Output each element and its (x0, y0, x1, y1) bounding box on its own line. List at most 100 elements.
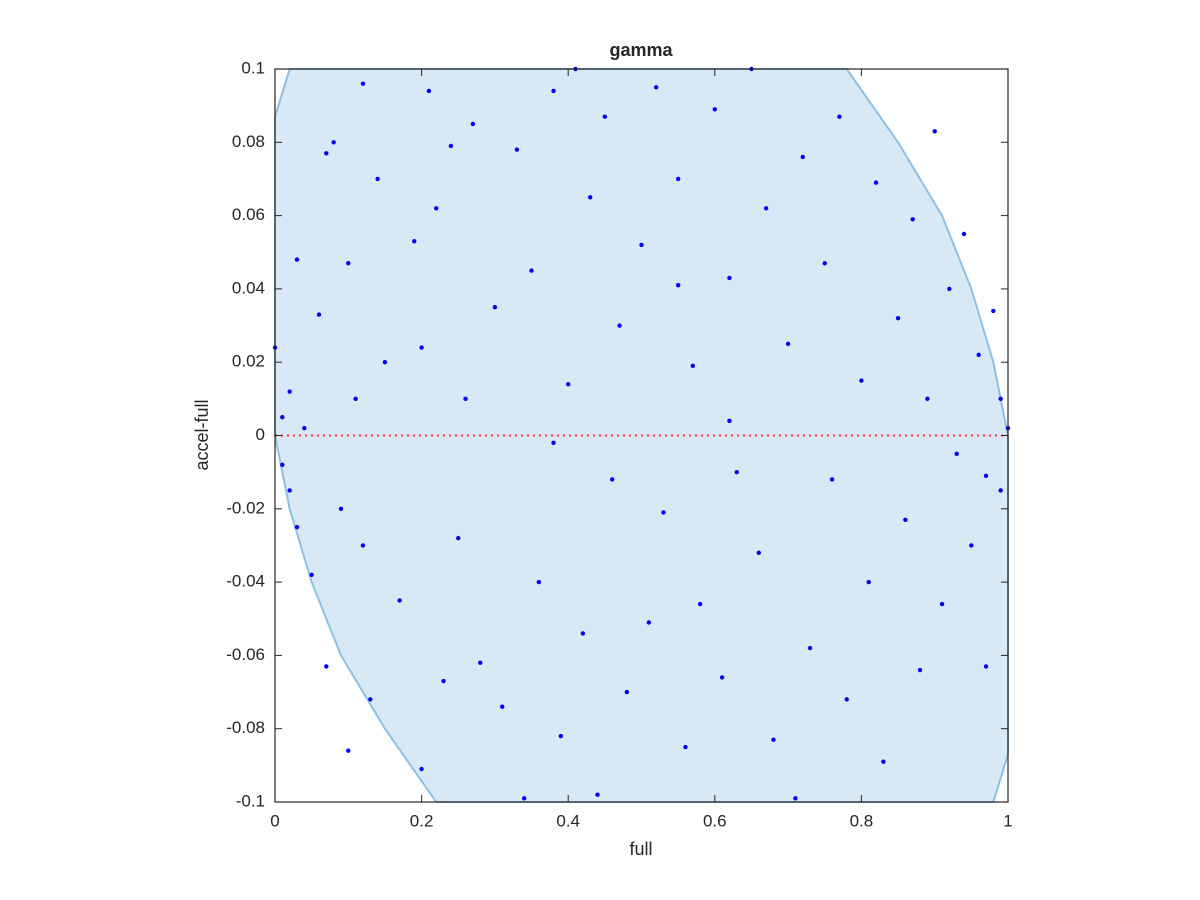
x-tick-label: 0 (270, 811, 279, 830)
point (800, 154, 805, 160)
point (587, 195, 593, 200)
point (360, 81, 366, 86)
point (866, 579, 871, 585)
point (837, 114, 842, 119)
point (441, 678, 446, 684)
point (639, 242, 644, 248)
point (961, 231, 967, 237)
chart-title: gamma (609, 40, 673, 60)
point (653, 85, 659, 90)
point (551, 440, 556, 446)
point (331, 140, 336, 145)
point (309, 572, 314, 577)
point (895, 316, 901, 321)
point (873, 180, 879, 185)
x-tick-label: 0.4 (556, 811, 580, 830)
point (675, 283, 681, 288)
point (954, 451, 959, 457)
y-tick-label: 0.06 (232, 205, 265, 224)
axes-box (274, 68, 1009, 803)
point (287, 488, 292, 493)
y-tick-label: 0.1 (241, 58, 265, 77)
point (785, 341, 791, 347)
point (324, 664, 329, 669)
x-axis-label: full (629, 839, 652, 859)
y-tick-label: 0.04 (232, 278, 265, 297)
point (426, 88, 432, 94)
point (624, 689, 630, 695)
point (529, 268, 534, 273)
point (903, 517, 908, 522)
point (434, 206, 439, 211)
y-tick-label: -0.02 (226, 498, 265, 517)
point (302, 425, 307, 431)
point (661, 510, 666, 515)
point (316, 312, 322, 317)
point (617, 323, 622, 328)
point (500, 704, 505, 709)
point (822, 261, 827, 266)
point (697, 601, 703, 607)
x-tick-label: 0.6 (703, 811, 727, 830)
y-axis-label: accel-full (192, 399, 212, 470)
point (859, 378, 864, 383)
x-tick-label: 0.8 (850, 811, 874, 830)
point (917, 667, 923, 673)
point (551, 88, 556, 94)
point (947, 286, 952, 292)
point (763, 206, 769, 211)
y-tick-label: -0.04 (226, 572, 265, 591)
y-tick-label: 0.08 (232, 132, 265, 151)
point (448, 143, 454, 149)
point (609, 477, 615, 482)
point (646, 620, 652, 625)
point (280, 414, 285, 420)
point (514, 147, 520, 152)
point (969, 543, 974, 548)
point (294, 524, 300, 530)
point (470, 121, 476, 127)
point (807, 645, 813, 651)
point (998, 488, 1003, 493)
y-tick-label: -0.1 (236, 791, 265, 810)
point (478, 660, 483, 665)
point (998, 396, 1003, 402)
point (492, 305, 498, 310)
point (368, 697, 373, 702)
point (595, 792, 600, 797)
point (294, 257, 300, 262)
point (932, 129, 937, 134)
point (397, 598, 402, 603)
point (412, 239, 417, 244)
point (983, 473, 989, 479)
point (346, 748, 351, 753)
point (829, 477, 835, 482)
point (346, 261, 351, 266)
point (353, 396, 358, 402)
y-tick-label: -0.06 (226, 645, 265, 664)
x-tick-label: 1 (1003, 811, 1012, 830)
point (566, 381, 571, 387)
point (580, 631, 586, 636)
point (558, 733, 564, 739)
point (844, 697, 849, 702)
point (734, 469, 739, 475)
y-tick-label: 0 (256, 425, 265, 444)
point (287, 389, 292, 394)
point (419, 345, 424, 350)
point (280, 462, 285, 468)
point (419, 766, 424, 772)
point (675, 176, 681, 182)
point (536, 579, 542, 585)
point (683, 744, 688, 750)
point (910, 217, 915, 222)
point (983, 664, 989, 669)
y-tick-label: -0.08 (226, 718, 265, 737)
x-tick-label: 0.2 (410, 811, 434, 830)
point (727, 275, 732, 281)
point (771, 737, 776, 742)
point (925, 396, 930, 402)
point (602, 114, 608, 119)
